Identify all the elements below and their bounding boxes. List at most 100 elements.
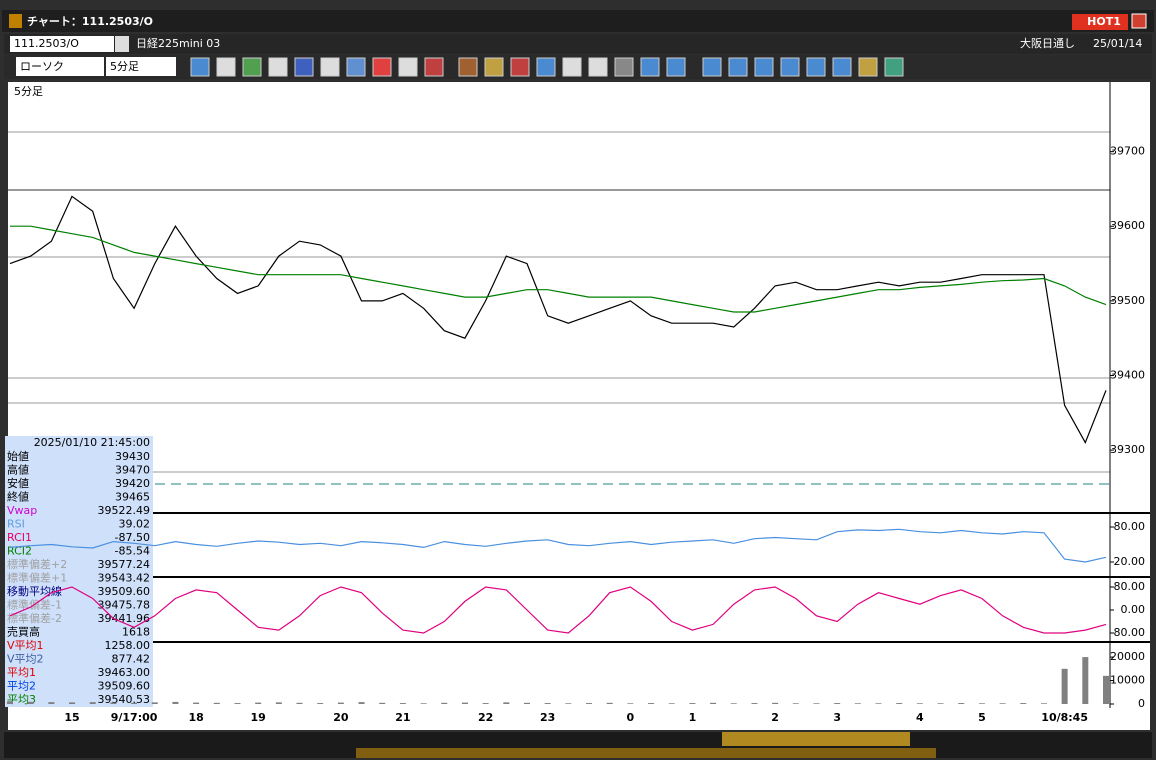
interval-select[interactable] xyxy=(106,57,176,76)
volume-bar xyxy=(296,702,303,705)
toolbar-icon[interactable] xyxy=(702,57,722,77)
info-label: 売買高 xyxy=(7,625,40,639)
info-label: 平均1 xyxy=(7,666,36,679)
info-label: 標準偏差+2 xyxy=(7,557,67,571)
toolbar-icon[interactable] xyxy=(320,57,340,77)
x-tick-label: 2 xyxy=(771,711,779,724)
info-label: RCI2 xyxy=(7,545,32,558)
toolbar-icon[interactable] xyxy=(806,57,826,77)
toolbar-icon[interactable] xyxy=(424,57,444,77)
window-title: チャート：111.2503/O xyxy=(27,15,153,28)
toolbar-icon[interactable] xyxy=(346,57,366,77)
x-tick-label: 19 xyxy=(250,711,265,724)
symbol-dropdown[interactable] xyxy=(115,36,129,52)
date: 25/01/14 xyxy=(1093,37,1142,50)
toolbar-icon[interactable] xyxy=(562,57,582,77)
volume-bar xyxy=(875,703,882,705)
info-label: RSI xyxy=(7,518,25,531)
info-label: 高値 xyxy=(7,463,29,477)
toolbar-icon[interactable] xyxy=(484,57,504,77)
volume-bar xyxy=(131,702,138,705)
info-label: RCI1 xyxy=(7,531,32,544)
close-button[interactable] xyxy=(1131,13,1147,29)
hot-button[interactable] xyxy=(1072,14,1128,30)
toolbar-icon[interactable] xyxy=(832,57,852,77)
toolbar-icon[interactable] xyxy=(458,57,478,77)
info-label: 安値 xyxy=(7,476,29,490)
volume-bar xyxy=(27,701,34,705)
volume-bar xyxy=(48,702,55,705)
y-tick-label: 39400 xyxy=(1110,368,1145,381)
symbol: 111.2503/O xyxy=(14,37,79,50)
volume-bar xyxy=(399,703,406,705)
info-label: V平均2 xyxy=(7,653,44,666)
toolbar-icon[interactable] xyxy=(640,57,660,77)
x-tick-label: 20 xyxy=(333,711,349,724)
series-line xyxy=(9,586,1107,634)
toolbar-icon[interactable] xyxy=(884,57,904,77)
series-line xyxy=(9,528,1107,563)
info-value: 39430 xyxy=(115,450,150,463)
toolbar-icon[interactable] xyxy=(268,57,288,77)
volume-bar xyxy=(379,702,386,705)
toolbar-icon[interactable] xyxy=(666,57,686,77)
volume-bar xyxy=(813,703,820,705)
volume-bar xyxy=(441,702,448,705)
volume-bar xyxy=(896,703,903,705)
y-tick-label: 20.00 xyxy=(1114,555,1146,568)
info-value: 1258.00 xyxy=(105,639,151,652)
session: 大阪日通し xyxy=(1020,36,1075,50)
volume-bar xyxy=(358,702,365,705)
info-value: 39465 xyxy=(115,491,150,504)
toolbar-icon[interactable] xyxy=(780,57,800,77)
chart-type-select[interactable] xyxy=(16,57,104,76)
toolbar-icon[interactable] xyxy=(242,57,262,77)
toolbar-icon[interactable] xyxy=(294,57,314,77)
info-label: 移動平均線 xyxy=(7,584,62,598)
toolbar-icon[interactable] xyxy=(398,57,418,77)
info-label: 標準偏差+1 xyxy=(7,571,67,585)
info-label: Vwap xyxy=(7,504,37,517)
info-label: V平均1 xyxy=(7,639,44,652)
volume-bar xyxy=(668,703,675,705)
toolbar-icon[interactable] xyxy=(536,57,556,77)
info-value: 877.42 xyxy=(112,653,151,666)
toolbar-icon[interactable] xyxy=(216,57,236,77)
y-tick-label: 0.00 xyxy=(1121,603,1146,616)
guide-lines xyxy=(8,131,1110,473)
toolbar-icon[interactable] xyxy=(754,57,774,77)
toolbar-icon[interactable] xyxy=(614,57,634,77)
toolbar-icons xyxy=(190,57,904,77)
info-value: 39475.78 xyxy=(98,599,151,612)
volume-bar xyxy=(151,702,158,705)
volume-bar xyxy=(958,703,965,705)
volume-bar xyxy=(627,703,634,705)
toolbar-icon[interactable] xyxy=(190,57,210,77)
volume-bar xyxy=(648,703,655,705)
volume-bar xyxy=(482,703,489,705)
pane-label: 5分足 xyxy=(14,85,43,98)
axis-area xyxy=(1110,82,1150,708)
x-tick-label: 22 xyxy=(478,711,493,724)
toolbar-icon[interactable] xyxy=(858,57,878,77)
info-value: 39463.00 xyxy=(98,666,151,679)
symbol-input[interactable] xyxy=(10,36,114,52)
info-panel xyxy=(5,436,153,707)
info-value: 39470 xyxy=(115,464,150,477)
volume-bar xyxy=(792,703,799,705)
volume-bar xyxy=(544,703,551,705)
toolbar-icon[interactable] xyxy=(588,57,608,77)
x-tick-label: 4 xyxy=(916,711,924,724)
scroll-thumb[interactable] xyxy=(722,732,910,746)
toolbar-icon[interactable] xyxy=(728,57,748,77)
volume-bar xyxy=(606,702,613,705)
x-tick-label: 1 xyxy=(689,711,697,724)
volume-bar xyxy=(255,702,262,705)
toolbar-icon[interactable] xyxy=(510,57,530,77)
volume-bar xyxy=(89,702,96,705)
toolbar-icon[interactable] xyxy=(372,57,392,77)
info-value: 39509.60 xyxy=(98,585,151,598)
y-tick-label: 0 xyxy=(1138,697,1145,710)
series-line xyxy=(9,195,1107,444)
volume-bar xyxy=(337,702,344,705)
